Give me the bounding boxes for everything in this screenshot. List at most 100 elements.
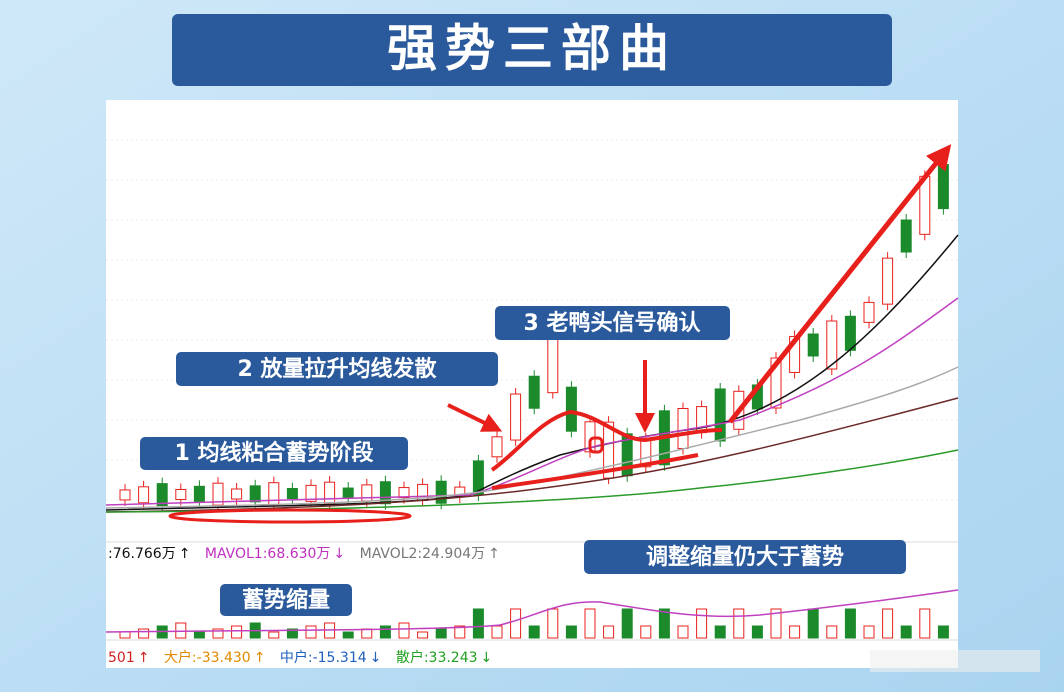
volume-bar xyxy=(696,608,708,639)
arrow xyxy=(728,144,952,424)
readout-arrow: ↓ xyxy=(370,650,382,666)
readout-item: 散户:33.243 xyxy=(396,649,478,666)
volume-bar xyxy=(770,608,782,639)
readout-arrow: ↓ xyxy=(333,546,345,562)
volume-bar xyxy=(305,625,317,639)
candle-body xyxy=(268,482,280,506)
volume-bar xyxy=(454,625,466,639)
ma-line xyxy=(105,234,959,511)
candle-body xyxy=(342,487,354,499)
volume-bar xyxy=(751,625,763,639)
annotation-box xyxy=(495,306,730,340)
candle-body xyxy=(807,333,819,357)
volume-bar xyxy=(844,608,856,639)
annotation: 1 均线粘合蓄势阶段 xyxy=(175,440,374,466)
candle-body xyxy=(435,480,447,504)
circle-mark xyxy=(588,436,604,454)
volume-bar xyxy=(361,628,373,639)
candle-body xyxy=(175,488,187,500)
annotation: 3 老鸭头信号确认 xyxy=(524,310,701,336)
volume-bar xyxy=(435,628,447,639)
volume-bar xyxy=(919,608,931,639)
candle-body xyxy=(844,315,856,351)
readout-item: MAVOL1:68.630万 xyxy=(205,546,331,562)
volume-bar xyxy=(640,625,652,639)
ma-line xyxy=(105,366,959,509)
readout: :76.766万 ↑ MAVOL1:68.630万 ↓ MAVOL2:24.904万… xyxy=(108,546,500,562)
bottom-readout: 501 ↑ 大户:-33.430 ↑ 中户:-15.314 ↓ 散户:33.243 ↓ xyxy=(108,649,492,666)
candle-body xyxy=(826,320,838,370)
volume-bar xyxy=(658,608,670,639)
volume-ma xyxy=(105,589,959,633)
volume-bar xyxy=(863,625,875,639)
candle-body xyxy=(565,386,577,432)
candle-body xyxy=(900,219,912,253)
volume-bar xyxy=(342,631,354,639)
volume-bar xyxy=(565,625,577,639)
candle-body xyxy=(547,334,559,394)
volume-bar xyxy=(193,631,205,639)
volume-bar xyxy=(119,631,131,639)
candle-body xyxy=(528,375,540,409)
annotation: 2 放量拉升均线发散 xyxy=(238,356,438,382)
curve-mark xyxy=(491,453,699,490)
readout-item: 501 xyxy=(108,650,135,666)
candle-body xyxy=(305,484,317,502)
volume-bar xyxy=(212,628,224,639)
candle-body xyxy=(863,301,875,323)
candle-body xyxy=(379,481,391,505)
title: 强势三部曲 xyxy=(387,20,677,78)
volume-bar xyxy=(584,608,596,639)
volume-bar xyxy=(937,625,949,639)
candle-body xyxy=(138,486,150,504)
volume-bar xyxy=(472,608,484,639)
candle-body xyxy=(770,357,782,409)
volume-bar xyxy=(714,625,726,639)
volume-bar xyxy=(268,631,280,639)
readout-item: 大户:-33.430 xyxy=(164,649,251,666)
volume-bar xyxy=(826,625,838,639)
arrow xyxy=(447,403,503,432)
ellipse-mark xyxy=(168,508,412,524)
annotation-box xyxy=(584,540,906,574)
readout-arrow: ↑ xyxy=(179,546,191,562)
ma-line xyxy=(105,397,959,513)
candle-body xyxy=(398,487,410,499)
volume-bar xyxy=(621,608,633,639)
candle-body xyxy=(231,488,243,500)
readout-arrow: ↓ xyxy=(481,650,493,666)
candle-body xyxy=(249,485,261,503)
volume-bar xyxy=(789,625,801,639)
volume-bar xyxy=(138,628,150,639)
volume-bar xyxy=(398,622,410,639)
candle-body xyxy=(677,408,689,449)
annotation-box xyxy=(220,584,352,616)
candle-body xyxy=(119,489,131,501)
readout-arrow: ↑ xyxy=(254,650,266,666)
volume-bar xyxy=(882,608,894,639)
volume-bar xyxy=(286,628,298,639)
volume-bar xyxy=(417,631,429,639)
volume-bar xyxy=(547,608,559,639)
readout-item: :76.766万 xyxy=(108,546,176,562)
readout-item: 中户:-15.314 xyxy=(280,649,367,666)
volume-bar xyxy=(510,608,522,639)
volume-bar xyxy=(807,608,819,639)
volume-bar xyxy=(528,625,540,639)
candle-body xyxy=(286,488,298,500)
candle-body xyxy=(714,388,726,442)
readout-arrow: ↑ xyxy=(488,546,500,562)
volume-bar xyxy=(175,622,187,639)
annotation: 蓄势缩量 xyxy=(242,587,330,613)
annotation-box xyxy=(140,437,408,470)
volume-bar xyxy=(677,625,689,639)
annotation: 调整缩量仍大于蓄势 xyxy=(646,544,844,570)
watermark xyxy=(870,650,1040,672)
curve-mark xyxy=(490,409,723,472)
volume-bar xyxy=(491,625,503,639)
candle-body xyxy=(510,393,522,441)
candle-body xyxy=(156,483,168,507)
annotation-boxes: 1 均线粘合蓄势阶段 2 放量拉升均线发散 3 老鸭头信号确认 调整缩量仍大于蓄… xyxy=(140,306,906,616)
volume-bar xyxy=(603,625,615,639)
